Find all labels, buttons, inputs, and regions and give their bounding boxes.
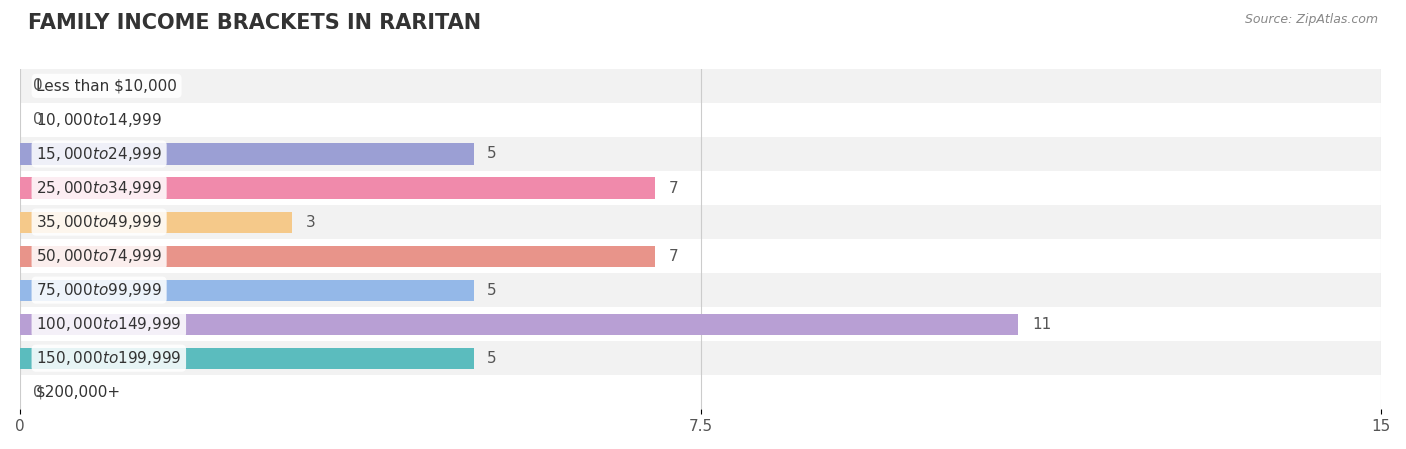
Bar <box>20 137 1381 171</box>
Bar <box>20 205 1381 239</box>
Text: 5: 5 <box>488 351 496 366</box>
Text: 3: 3 <box>305 215 315 229</box>
Text: 0: 0 <box>34 112 44 128</box>
Text: 0: 0 <box>34 385 44 400</box>
Text: 7: 7 <box>669 180 679 195</box>
Text: Source: ZipAtlas.com: Source: ZipAtlas.com <box>1244 13 1378 26</box>
Text: 0: 0 <box>34 79 44 93</box>
Bar <box>20 171 1381 205</box>
Bar <box>20 307 1381 341</box>
Text: $10,000 to $14,999: $10,000 to $14,999 <box>37 111 162 129</box>
Bar <box>20 348 474 369</box>
Bar <box>20 341 1381 375</box>
Text: $25,000 to $34,999: $25,000 to $34,999 <box>37 179 162 197</box>
Text: 7: 7 <box>669 249 679 264</box>
Text: FAMILY INCOME BRACKETS IN RARITAN: FAMILY INCOME BRACKETS IN RARITAN <box>28 13 481 34</box>
Text: $150,000 to $199,999: $150,000 to $199,999 <box>37 349 181 367</box>
Text: $75,000 to $99,999: $75,000 to $99,999 <box>37 281 162 299</box>
Text: $100,000 to $149,999: $100,000 to $149,999 <box>37 315 181 333</box>
Text: Less than $10,000: Less than $10,000 <box>37 79 177 93</box>
Bar <box>20 280 474 301</box>
Bar <box>20 313 1018 335</box>
Bar <box>20 239 1381 273</box>
Bar <box>20 69 1381 103</box>
Bar <box>20 211 292 233</box>
Text: 5: 5 <box>488 282 496 298</box>
Bar <box>20 273 1381 307</box>
Text: $15,000 to $24,999: $15,000 to $24,999 <box>37 145 162 163</box>
Bar <box>20 246 655 267</box>
Text: $200,000+: $200,000+ <box>37 385 121 400</box>
Text: $50,000 to $74,999: $50,000 to $74,999 <box>37 247 162 265</box>
Bar <box>20 375 1381 409</box>
Text: $35,000 to $49,999: $35,000 to $49,999 <box>37 213 162 231</box>
Text: 11: 11 <box>1032 317 1052 332</box>
Bar <box>20 177 655 198</box>
Bar <box>20 103 1381 137</box>
Bar <box>20 143 474 164</box>
Text: 5: 5 <box>488 146 496 162</box>
